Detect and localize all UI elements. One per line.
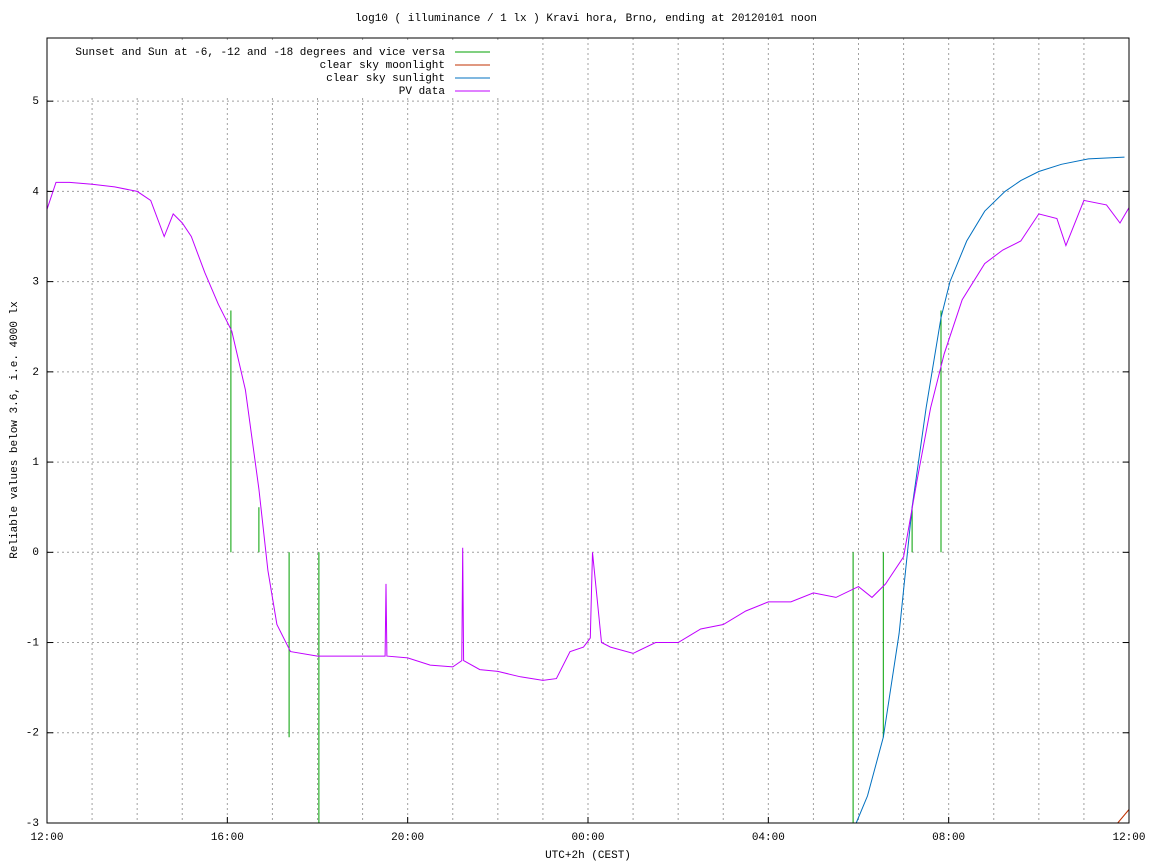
x-tick-label: 00:00 <box>571 832 604 844</box>
series-line <box>855 156 1125 824</box>
y-tick-label: 3 <box>32 277 39 289</box>
y-tick-label: -1 <box>26 637 40 649</box>
legend-label: clear sky moonlight <box>320 60 445 72</box>
y-tick-label: 4 <box>32 186 39 198</box>
x-tick-label: 16:00 <box>211 832 244 844</box>
y-tick-label: 0 <box>32 547 39 559</box>
y-tick-label: -2 <box>26 728 39 740</box>
x-tick-label: 12:00 <box>1112 832 1145 844</box>
series-line <box>1117 809 1130 824</box>
y-axis-label: Reliable values below 3.6, i.e. 4000 lx <box>9 301 21 559</box>
y-tick-label: 1 <box>32 457 39 469</box>
legend-background <box>49 40 499 98</box>
y-tick-label: -3 <box>26 818 39 830</box>
y-tick-label: 2 <box>32 367 39 379</box>
legend-label: Sunset and Sun at -6, -12 and -18 degree… <box>75 47 445 59</box>
x-axis-label: UTC+2h (CEST) <box>545 850 631 862</box>
series-line <box>46 181 1130 681</box>
legend-label: PV data <box>399 86 446 98</box>
x-tick-label: 04:00 <box>752 832 785 844</box>
x-tick-label: 08:00 <box>932 832 965 844</box>
series-line <box>230 310 942 823</box>
x-tick-label: 12:00 <box>30 832 63 844</box>
y-tick-label: 5 <box>32 96 39 108</box>
plot-border <box>46 37 1130 824</box>
legend-label: clear sky sunlight <box>326 73 445 85</box>
x-tick-label: 20:00 <box>391 832 424 844</box>
chart-title: log10 ( illuminance / 1 lx ) Kravi hora,… <box>355 13 817 25</box>
